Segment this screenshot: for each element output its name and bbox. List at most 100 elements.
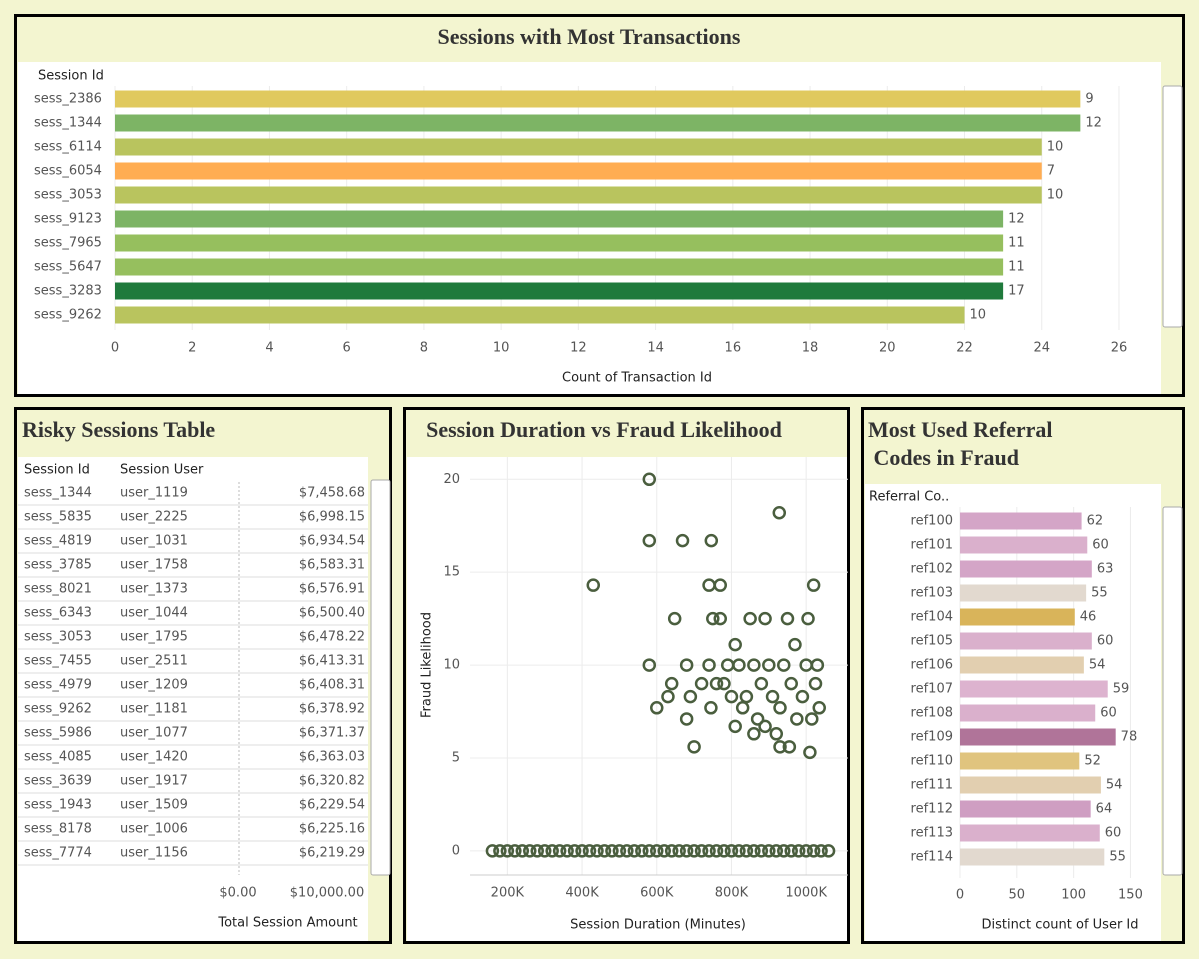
x-tick-label: 600K (640, 886, 674, 901)
point (545, 844, 559, 858)
y-tick-label: 15 (443, 565, 460, 580)
panel-body (407, 457, 848, 942)
table-cell: sess_1344 (24, 486, 92, 501)
table-cell: $6,478.22 (299, 630, 365, 645)
y-axis-label: Session Id (38, 69, 104, 84)
point (500, 844, 515, 858)
y-tick-label: 20 (443, 472, 460, 487)
point (605, 844, 619, 858)
table-cell: user_1917 (120, 774, 188, 789)
point (709, 844, 724, 858)
y-tick-label: 10 (443, 658, 460, 673)
chart-title: Session Duration vs Fraud Likelihood (426, 417, 782, 442)
bar (115, 234, 1004, 252)
category-label: ref110 (911, 754, 953, 769)
bar-label: 78 (1121, 730, 1138, 745)
bar-label: 60 (1100, 706, 1117, 721)
point (806, 844, 821, 858)
x-tick-label: 16 (725, 341, 742, 356)
bar (115, 282, 1004, 300)
point (728, 637, 742, 652)
table-cell: user_1209 (120, 678, 188, 693)
point (675, 533, 690, 548)
point (704, 533, 719, 548)
panel-body (18, 457, 368, 942)
table-cell: sess_8021 (24, 582, 92, 597)
point (769, 844, 784, 858)
scrollbar[interactable] (370, 479, 391, 876)
x-tick-label: 50 (1009, 888, 1026, 903)
point (664, 844, 679, 858)
bar-label: 9 (1085, 92, 1093, 107)
point (642, 533, 657, 548)
category-label: sess_7965 (34, 236, 102, 251)
category-label: ref106 (911, 658, 953, 673)
table-cell: $6,408.31 (299, 678, 365, 693)
point (650, 701, 664, 715)
point (687, 844, 701, 858)
category-label: sess_1344 (34, 116, 102, 131)
point (552, 844, 567, 858)
bar (115, 210, 1004, 228)
x-tick-label: 8 (420, 341, 428, 356)
bar (960, 584, 1087, 602)
bar (960, 560, 1092, 578)
panel-border (403, 407, 850, 944)
point (784, 676, 798, 691)
table-cell: sess_3639 (24, 774, 92, 789)
point (814, 844, 828, 858)
bar-label: 55 (1091, 586, 1108, 601)
x-axis-label: Total Session Amount (217, 916, 357, 931)
category-label: sess_5647 (34, 260, 102, 275)
table-cell: user_1181 (120, 702, 188, 717)
table-cell: user_1509 (120, 798, 188, 813)
category-label: ref114 (911, 850, 953, 865)
category-label: ref101 (911, 538, 953, 553)
point (485, 844, 500, 858)
x-tick-label: 14 (647, 341, 664, 356)
bar-label: 54 (1106, 778, 1123, 793)
point (642, 472, 657, 487)
bar-label: 11 (1008, 260, 1025, 275)
bar (960, 656, 1084, 674)
point (777, 658, 791, 672)
point (717, 676, 731, 691)
point (523, 844, 537, 858)
point (732, 658, 746, 672)
point (758, 611, 772, 626)
x-tick-label: 22 (956, 341, 973, 356)
scrollbar[interactable] (1162, 506, 1183, 876)
point (620, 844, 634, 858)
point (795, 689, 810, 704)
category-label: ref113 (911, 826, 953, 841)
bar (960, 680, 1108, 698)
point (799, 844, 813, 858)
panel-border (14, 14, 1185, 397)
scrollbar[interactable] (1162, 85, 1183, 328)
x-tick-label: $0.00 (219, 886, 256, 901)
point (709, 676, 724, 691)
x-tick-label: 6 (343, 341, 351, 356)
point (679, 844, 694, 858)
table-cell: sess_9262 (24, 702, 92, 717)
table-cell: user_1795 (120, 630, 188, 645)
category-label: sess_3053 (34, 188, 102, 203)
point (803, 745, 817, 760)
point (713, 611, 728, 626)
table-cell: sess_7774 (24, 846, 92, 861)
point (642, 658, 657, 672)
table-cell: sess_5986 (24, 726, 92, 741)
category-label: ref100 (911, 514, 953, 529)
point (664, 676, 679, 691)
point (791, 844, 806, 858)
point (790, 712, 804, 726)
y-axis-label: Fraud Likelihood (420, 612, 435, 718)
point (801, 611, 815, 626)
point (777, 844, 791, 858)
point (704, 701, 718, 715)
point (661, 689, 675, 704)
bar (960, 512, 1082, 530)
x-tick-label: 0 (111, 341, 119, 356)
category-label: sess_9123 (34, 212, 102, 227)
table-cell: $6,371.37 (299, 726, 365, 741)
